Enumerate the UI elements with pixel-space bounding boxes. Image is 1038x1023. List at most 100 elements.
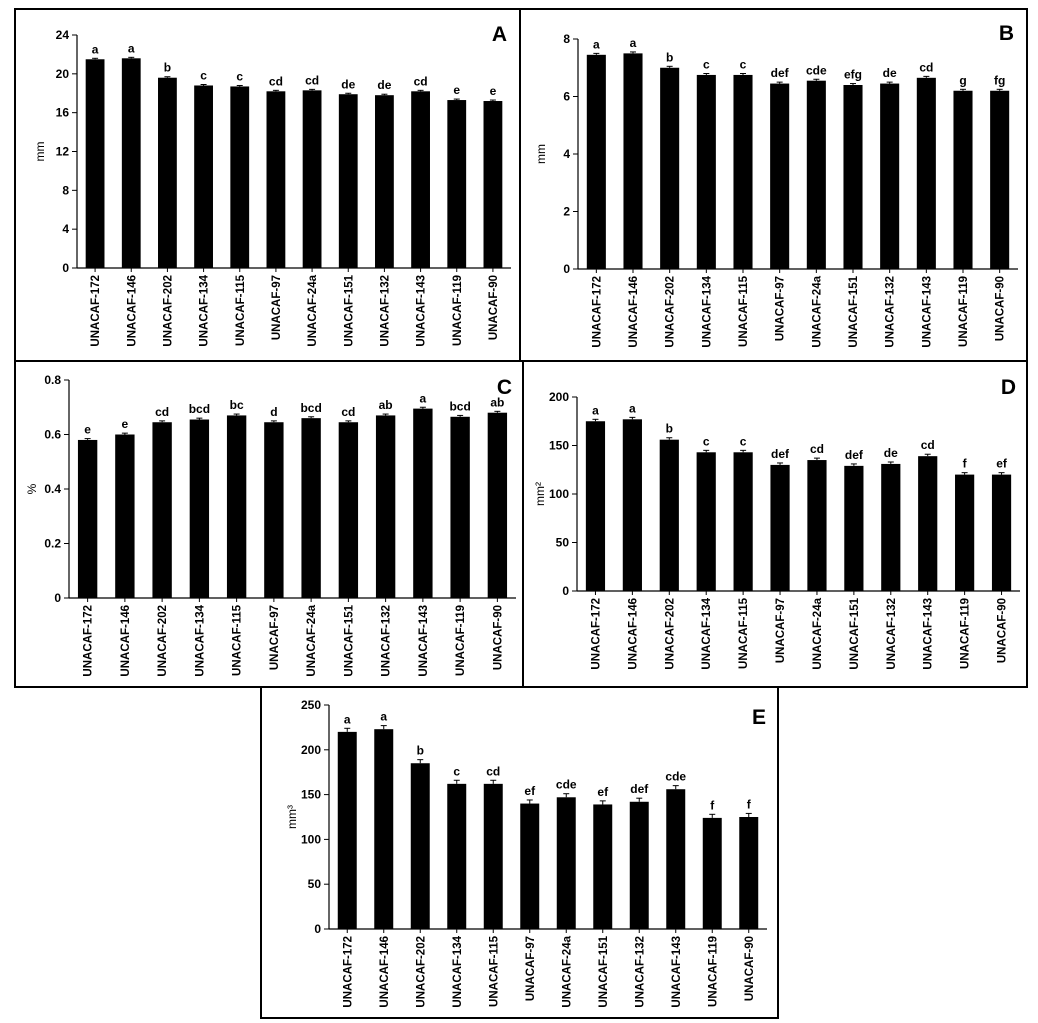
significance-letter: ef xyxy=(597,785,609,799)
y-tick-label: 6 xyxy=(563,90,570,104)
bar xyxy=(918,456,938,591)
significance-letter: c xyxy=(200,69,207,83)
panel-label: C xyxy=(497,376,512,399)
category-label: UNACAF-115 xyxy=(235,274,247,346)
significance-letter: e xyxy=(84,423,91,437)
category-label: UNACAF-132 xyxy=(634,936,646,1008)
y-tick-label: 8 xyxy=(563,32,570,46)
bar xyxy=(629,801,649,929)
category-label: UNACAF-202 xyxy=(664,598,676,670)
category-label: UNACAF-115 xyxy=(738,275,750,347)
category-label: UNACAF-119 xyxy=(958,276,970,347)
y-axis-label: mm xyxy=(534,144,548,164)
bar xyxy=(264,422,284,598)
category-label: UNACAF-90 xyxy=(997,598,1009,663)
bar-chart-c: C 0 0.2 0.4 0.6 0.8% e UNACAF-172 e UNACAF-146 cd U… xyxy=(25,373,516,677)
significance-letter: cde xyxy=(806,63,827,77)
significance-letter: de xyxy=(883,66,897,80)
bar xyxy=(844,465,864,591)
category-label: UNACAF-151 xyxy=(343,604,355,676)
significance-letter: ef xyxy=(524,784,536,798)
bar-chart-d: D 0 50 100 150 200 mm² a UNACAF-172 a UNACAF-146 b U… xyxy=(533,376,1020,670)
y-tick-label: 50 xyxy=(556,536,570,550)
category-label: UNACAF-172 xyxy=(590,598,602,670)
category-label: UNACAF-115 xyxy=(738,597,750,669)
bar xyxy=(733,452,753,591)
y-tick-label: 2 xyxy=(563,205,570,219)
significance-letter: cd xyxy=(919,60,933,74)
significance-letter: def xyxy=(630,782,649,796)
category-label: UNACAF-90 xyxy=(488,275,500,340)
bar xyxy=(770,83,790,269)
bar xyxy=(302,90,322,269)
bar xyxy=(881,463,901,591)
category-label: UNACAF-90 xyxy=(995,276,1007,341)
category-label: UNACAF-115 xyxy=(488,935,500,1007)
bar xyxy=(739,817,759,929)
significance-letter: c xyxy=(740,434,747,448)
category-label: UNACAF-134 xyxy=(452,935,464,1007)
significance-letter: cd xyxy=(414,74,428,88)
significance-letter: a xyxy=(629,401,636,415)
chart-panel-c: C 0 0.2 0.4 0.6 0.8% e UNACAF-172 e UNACAF-146 cd U… xyxy=(14,360,524,688)
bar xyxy=(806,80,826,269)
y-tick-label: 200 xyxy=(549,390,569,404)
y-tick-label: 24 xyxy=(56,28,70,42)
y-tick-label: 0.6 xyxy=(44,428,61,442)
bar xyxy=(843,85,863,269)
category-label: UNACAF-134 xyxy=(701,275,713,347)
bar xyxy=(226,415,247,598)
significance-letter: cde xyxy=(665,770,686,784)
bar xyxy=(447,783,467,929)
category-label: UNACAF-97 xyxy=(271,275,283,340)
category-label: UNACAF-134 xyxy=(701,597,713,669)
category-label: UNACAF-172 xyxy=(83,605,95,677)
category-label: UNACAF-151 xyxy=(848,275,860,347)
y-axis-label: % xyxy=(25,483,39,494)
y-tick-label: 0 xyxy=(62,261,69,275)
y-tick-label: 4 xyxy=(563,147,570,161)
category-label: UNACAF-119 xyxy=(452,275,464,346)
bar xyxy=(152,422,172,598)
y-tick-label: 12 xyxy=(56,145,70,159)
y-tick-label: 16 xyxy=(56,106,70,120)
category-label: UNACAF-132 xyxy=(885,276,897,348)
bar xyxy=(450,416,470,598)
category-label: UNACAF-97 xyxy=(775,598,787,663)
significance-letter: de xyxy=(884,446,898,460)
y-axis-label: mm² xyxy=(533,482,547,506)
significance-letter: bcd xyxy=(189,402,210,416)
category-label: UNACAF-119 xyxy=(960,598,972,669)
y-tick-label: 100 xyxy=(301,832,321,846)
significance-letter: de xyxy=(377,78,391,92)
significance-letter: a xyxy=(593,37,600,51)
significance-letter: b xyxy=(164,61,171,75)
category-label: UNACAF-143 xyxy=(671,936,683,1008)
bar xyxy=(85,59,105,269)
y-axis-label: mm³ xyxy=(285,805,299,829)
bar xyxy=(230,86,250,269)
significance-letter: a xyxy=(592,403,599,417)
significance-letter: c xyxy=(703,58,710,72)
category-label: UNACAF-146 xyxy=(379,936,391,1008)
bar-chart-e: E 0 50 100 150 200 250 mm³ a UNACAF-172 a UNACAF-14… xyxy=(285,698,767,1008)
significance-letter: cde xyxy=(556,778,577,792)
significance-letter: fg xyxy=(994,73,1005,87)
y-tick-label: 100 xyxy=(549,487,569,501)
bar xyxy=(158,77,177,268)
bar xyxy=(301,418,321,598)
chart-panel-a: A 0 4 8 12 16 20 24 mm a UNACAF-172 a UNACAF-146 b UNA… xyxy=(14,8,521,362)
bar xyxy=(702,817,722,929)
significance-letter: f xyxy=(710,798,715,812)
bar xyxy=(447,100,467,268)
significance-letter: ab xyxy=(379,398,393,412)
category-label: UNACAF-151 xyxy=(849,597,861,669)
y-axis-label: mm xyxy=(33,142,47,162)
category-label: UNACAF-202 xyxy=(157,605,169,677)
significance-letter: e xyxy=(490,84,497,98)
category-label: UNACAF-134 xyxy=(194,604,206,676)
significance-letter: b xyxy=(666,422,673,436)
y-tick-label: 150 xyxy=(549,439,569,453)
bar xyxy=(990,90,1010,269)
y-tick-label: 0 xyxy=(563,262,570,276)
